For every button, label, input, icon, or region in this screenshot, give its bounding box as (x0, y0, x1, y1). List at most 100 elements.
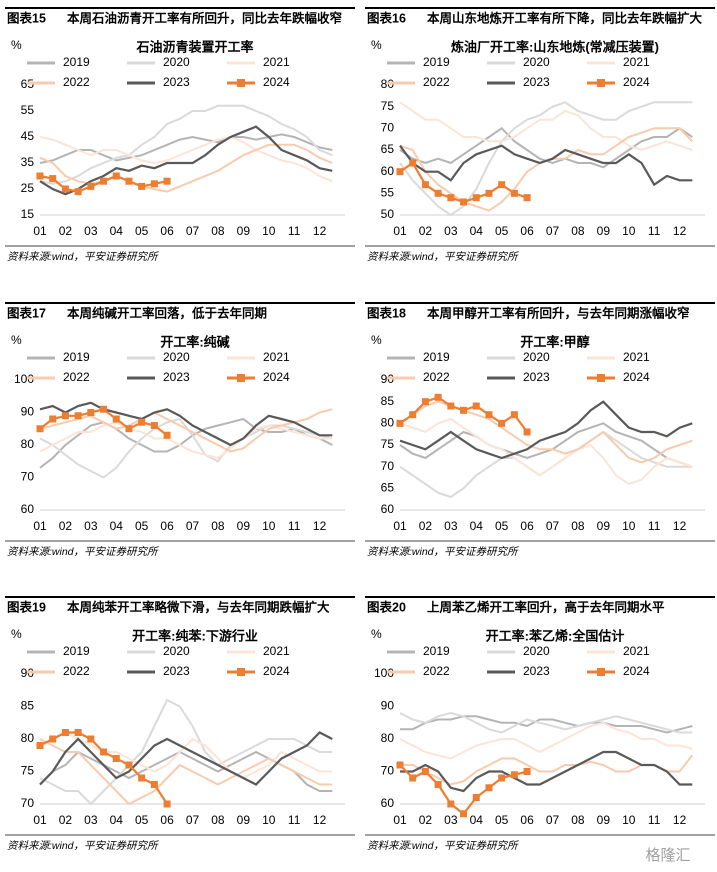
figure-label: 图表20 (367, 599, 406, 614)
x-tick-label: 02 (419, 224, 433, 238)
series-marker (409, 159, 417, 167)
x-tick-label: 01 (33, 224, 47, 238)
x-tick-label: 02 (419, 813, 433, 827)
series-marker (61, 412, 69, 420)
x-tick-label: 10 (622, 224, 636, 238)
x-tick-label: 06 (520, 224, 534, 238)
series-line (39, 421, 333, 460)
series-marker (396, 761, 404, 769)
legend-label: 2020 (523, 350, 550, 364)
y-tick-label: 85 (381, 394, 395, 408)
legend-label: 2023 (163, 370, 190, 384)
source-note: 资料来源:wind，平安证券研究所 (367, 546, 519, 558)
series-marker (421, 398, 429, 406)
x-tick-label: 06 (160, 813, 174, 827)
series-marker (150, 422, 158, 429)
series-marker (125, 425, 133, 433)
series-marker (409, 774, 417, 782)
series-marker (36, 742, 44, 749)
series-line (39, 731, 333, 786)
y-unit: % (11, 333, 22, 347)
figure-heading: 本周甲醇开工率有所回升，与去年同期涨幅收窄 (427, 305, 690, 320)
x-tick-label: 07 (546, 813, 560, 827)
legend-label: 2024 (263, 75, 290, 89)
y-unit: % (11, 38, 22, 52)
x-tick-label: 08 (211, 813, 225, 827)
series-marker (125, 761, 133, 769)
x-tick-label: 04 (470, 519, 484, 533)
legend-label: 2020 (523, 644, 550, 658)
series-line (399, 400, 693, 460)
source-note: 资料来源:wind，平安证券研究所 (7, 546, 159, 558)
series-marker (49, 175, 57, 183)
figure-label: 图表17 (7, 305, 46, 320)
legend-label: 2020 (163, 644, 190, 658)
y-tick-label: 15 (21, 207, 35, 221)
y-unit: % (11, 627, 22, 641)
series-marker (74, 729, 82, 736)
series-marker (163, 431, 171, 439)
panel: 图表16 本周山东地炼开工率有所下降，同比去年跌幅扩大资料来源:wind，平安证券… (365, 7, 715, 263)
panel: 图表15 本周石油沥青开工率有所回升，同比去年跌幅收窄资料来源:wind，平安证券… (5, 7, 355, 263)
y-tick-label: 85 (21, 699, 35, 713)
x-tick-label: 04 (110, 224, 124, 238)
chart-title: 开工率:纯苯:下游行业 (132, 628, 258, 643)
series-marker (396, 168, 404, 176)
watermark: 格隆汇 (645, 847, 690, 864)
series-marker (434, 781, 442, 788)
legend-label: 2024 (263, 664, 290, 678)
series-marker (125, 177, 133, 185)
x-tick-label: 03 (444, 224, 458, 238)
x-tick-label: 03 (444, 519, 458, 533)
figure-heading: 本周纯苯开工率略微下滑，与去年同期跌幅扩大 (67, 599, 330, 614)
x-tick-label: 10 (622, 519, 636, 533)
chart-title: 炼油厂开工率:山东地炼(常减压装置) (451, 39, 659, 54)
legend-label: 2021 (623, 644, 650, 658)
figure-heading: 本周石油沥青开工率有所回升，同比去年跌幅收窄 (67, 10, 342, 25)
series-line (39, 104, 333, 185)
x-tick-label: 10 (262, 813, 276, 827)
legend-marker (237, 668, 245, 676)
series-marker (472, 402, 480, 410)
series-line (39, 408, 333, 453)
series-line (39, 125, 333, 196)
legend-marker (237, 374, 245, 382)
x-tick-label: 07 (546, 224, 560, 238)
y-tick-label: 80 (21, 731, 35, 745)
legend-label: 2021 (623, 350, 650, 364)
y-tick-label: 80 (381, 731, 395, 745)
legend-label: 2019 (423, 55, 450, 69)
y-tick-label: 70 (21, 796, 35, 810)
series-marker (112, 755, 120, 762)
source-note: 资料来源:wind，平安证券研究所 (7, 840, 159, 852)
x-tick-label: 05 (495, 224, 509, 238)
x-tick-label: 06 (520, 519, 534, 533)
legend-label: 2019 (63, 350, 90, 364)
series-marker (49, 735, 57, 743)
series-line (39, 698, 333, 806)
series-marker (485, 784, 493, 792)
x-tick-label: 02 (59, 224, 73, 238)
x-tick-label: 04 (470, 813, 484, 827)
legend-label: 2023 (523, 75, 550, 89)
x-tick-label: 06 (160, 224, 174, 238)
x-tick-label: 11 (288, 519, 301, 533)
x-tick-label: 08 (571, 519, 585, 533)
y-tick-label: 75 (21, 764, 35, 778)
series-marker (100, 177, 108, 185)
x-tick-label: 07 (186, 813, 200, 827)
x-tick-label: 09 (237, 813, 251, 827)
legend-label: 2020 (163, 55, 190, 69)
series-marker (434, 189, 442, 197)
y-tick-label: 35 (21, 155, 35, 169)
x-tick-label: 01 (33, 519, 47, 533)
x-tick-label: 07 (186, 519, 200, 533)
y-unit: % (371, 333, 382, 347)
series-marker (472, 194, 480, 202)
chart-title: 开工率:纯碱 (160, 334, 229, 349)
x-tick-label: 09 (597, 813, 611, 827)
series-marker (498, 181, 506, 189)
series-marker (447, 402, 455, 410)
legend-label: 2022 (63, 664, 90, 678)
x-tick-label: 07 (186, 224, 200, 238)
